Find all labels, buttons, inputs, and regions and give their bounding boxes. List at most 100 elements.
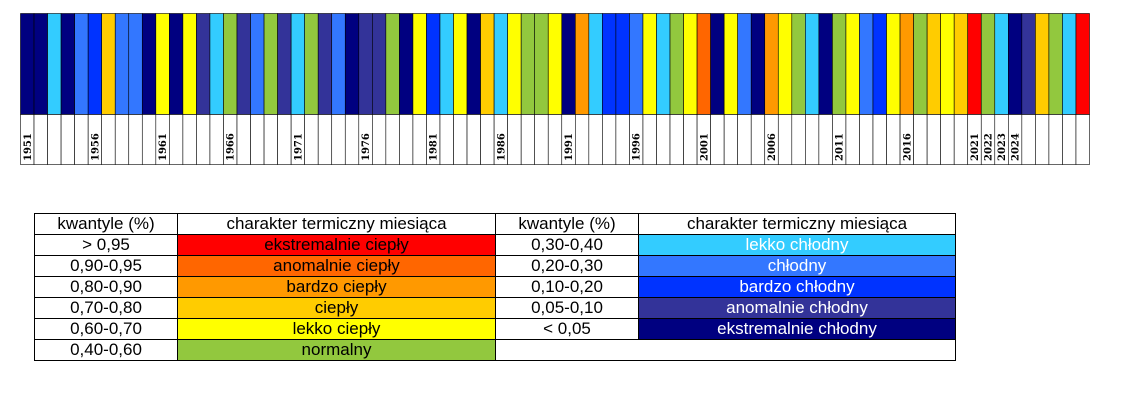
- legend-row: 0,90-0,95 anomalnie ciepły 0,20-0,30 chł…: [34, 255, 956, 277]
- year-label-cell: [250, 114, 265, 165]
- year-stripe: [1075, 13, 1090, 115]
- legend-header-character-right: charakter termiczny miesiąca: [638, 213, 956, 235]
- year-stripe: [967, 13, 982, 115]
- year-label-cell: [47, 114, 62, 165]
- year-stripe: [629, 13, 644, 115]
- year-stripe: [723, 13, 738, 115]
- year-stripe: [20, 13, 35, 115]
- legend-class: ciepły: [177, 297, 496, 319]
- year-stripe: [87, 13, 102, 115]
- legend-row: > 0,95 ekstremalnie ciepły 0,30-0,40 lek…: [34, 234, 956, 256]
- year-tick-label: 2001: [699, 133, 710, 161]
- year-label-cell: [399, 114, 414, 165]
- year-stripe: [1008, 13, 1023, 115]
- legend-class: anomalnie chłodny: [638, 297, 956, 319]
- year-stripe: [940, 13, 955, 115]
- legend-header-character-left: charakter termiczny miesiąca: [177, 213, 496, 235]
- legend-quantile: < 0,05: [495, 318, 639, 340]
- legend-header-row: kwantyle (%) charakter termiczny miesiąc…: [34, 213, 956, 235]
- year-stripe: [209, 13, 224, 115]
- year-label-cell: [737, 114, 752, 165]
- legend-row: 0,70-0,80 ciepły 0,05-0,10 anomalnie chł…: [34, 297, 956, 319]
- year-label-cell: [182, 114, 197, 165]
- year-label-cell: [1062, 114, 1077, 165]
- year-label-cell: [602, 114, 617, 165]
- year-label-cell: [60, 114, 75, 165]
- year-stripe: [304, 13, 319, 115]
- year-label-cell: [845, 114, 860, 165]
- year-stripe: [859, 13, 874, 115]
- year-stripe: [277, 13, 292, 115]
- year-stripe: [642, 13, 657, 115]
- year-stripe: [791, 13, 806, 115]
- year-label-cell: [886, 114, 901, 165]
- year-stripe: [141, 13, 157, 115]
- year-stripe: [480, 13, 495, 115]
- year-tick-label: 1981: [429, 133, 440, 161]
- legend-class: anomalnie ciepły: [177, 255, 496, 277]
- legend-table: kwantyle (%) charakter termiczny miesiąc…: [34, 213, 956, 361]
- year-label-cell: [331, 114, 346, 165]
- year-label-cell: [236, 114, 251, 165]
- year-label-cell: [372, 114, 387, 165]
- legend-quantile: > 0,95: [34, 234, 178, 256]
- year-stripe: [683, 13, 698, 115]
- year-label-cell: [385, 114, 400, 165]
- legend-quantile: 0,40-0,60: [34, 339, 178, 361]
- year-stripe: [169, 13, 184, 115]
- year-label-cell: [520, 114, 536, 165]
- year-label-cell: [344, 114, 360, 165]
- year-label-cell: [277, 114, 292, 165]
- year-label-cell: [534, 114, 549, 165]
- year-tick-label: 1986: [496, 133, 507, 161]
- year-stripe: [263, 13, 278, 115]
- year-stripe: [656, 13, 671, 115]
- year-label-cell: [818, 114, 833, 165]
- year-label-cell: [1048, 114, 1063, 165]
- year-tick-label: 1976: [361, 133, 372, 161]
- year-tick-label: 1951: [23, 133, 34, 161]
- year-stripe: [114, 13, 130, 115]
- year-stripe: [250, 13, 265, 115]
- year-tick-label: 1996: [632, 133, 643, 161]
- year-stripe: [182, 13, 197, 115]
- legend-row: 0,80-0,90 bardzo ciepły 0,10-0,20 bardzo…: [34, 276, 956, 298]
- year-label-cell: [114, 114, 130, 165]
- year-stripe: [520, 13, 536, 115]
- year-stripe: [466, 13, 481, 115]
- legend-quantile: 0,30-0,40: [495, 234, 639, 256]
- year-label-cell: [750, 114, 766, 165]
- year-tick-label: 1991: [564, 133, 575, 161]
- year-stripe: [737, 13, 752, 115]
- year-stripe: [453, 13, 468, 115]
- year-stripe: [317, 13, 333, 115]
- year-label-cell: [791, 114, 806, 165]
- year-stripe: [872, 13, 887, 115]
- year-stripe: [1048, 13, 1063, 115]
- year-stripe: [439, 13, 454, 115]
- legend-class: chłodny: [638, 255, 956, 277]
- year-stripe: [534, 13, 549, 115]
- year-tick-label: 2011: [835, 133, 846, 161]
- legend-quantile: 0,20-0,30: [495, 255, 639, 277]
- year-stripe: [845, 13, 860, 115]
- year-label-cell: [33, 114, 48, 165]
- legend-quantile: 0,80-0,90: [34, 276, 178, 298]
- legend-quantile: 0,70-0,80: [34, 297, 178, 319]
- year-stripe: [1021, 13, 1036, 115]
- year-stripe: [426, 13, 441, 115]
- year-stripe: [764, 13, 779, 115]
- year-label-cell: [128, 114, 143, 165]
- year-tick-label: 2021: [970, 133, 981, 161]
- year-label-cell: [872, 114, 887, 165]
- year-label-cell: [953, 114, 969, 165]
- year-stripe: [561, 13, 576, 115]
- legend-class: bardzo ciepły: [177, 276, 496, 298]
- year-label-cell: [101, 114, 116, 165]
- year-stripe: [926, 13, 941, 115]
- year-label-cell: [74, 114, 89, 165]
- legend-empty-cell: [495, 339, 956, 361]
- year-label-cell: [656, 114, 671, 165]
- year-stripe: [290, 13, 305, 115]
- year-label-cell: [412, 114, 427, 165]
